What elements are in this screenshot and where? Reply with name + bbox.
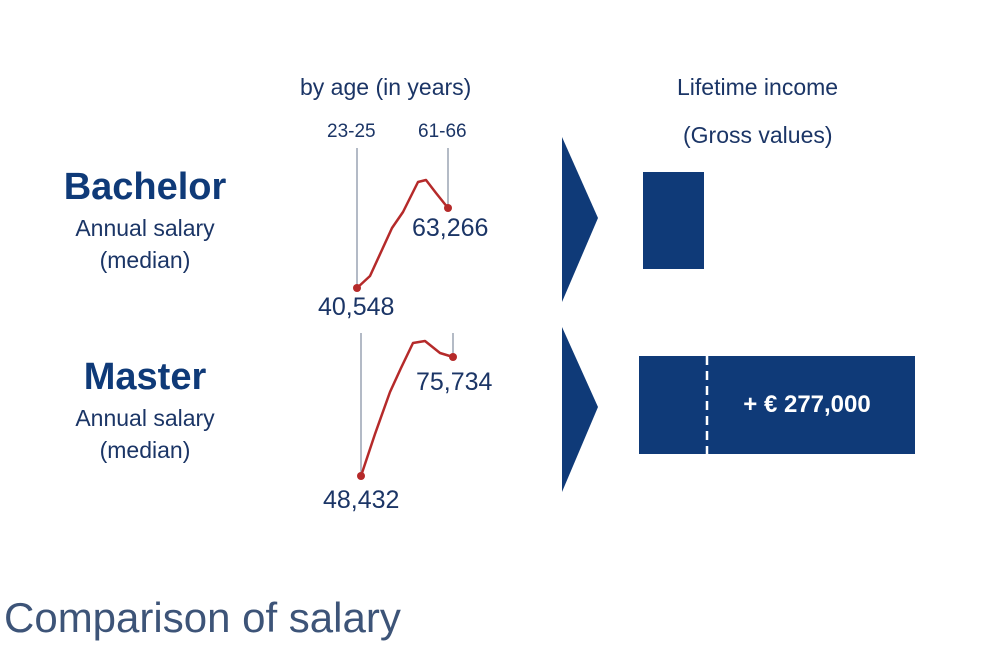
bachelor-start-salary-label: 40,548 bbox=[318, 293, 395, 321]
by-age-header: by age (in years) bbox=[300, 74, 472, 100]
lifetime-difference-label: + € 277,000 bbox=[743, 391, 870, 418]
master-arrow bbox=[562, 327, 598, 492]
bachelor-salary-curve bbox=[356, 178, 449, 289]
tick-label-start-age: 23-25 bbox=[327, 121, 376, 142]
bachelor-start-point bbox=[353, 284, 361, 292]
page-title: Comparison of salary bbox=[4, 594, 401, 641]
tick-label-end-age: 61-66 bbox=[418, 121, 467, 142]
bachelor-arrow bbox=[562, 137, 598, 302]
bachelor-subtitle-line1: Annual salary bbox=[75, 215, 215, 241]
master-salary-curve bbox=[359, 339, 454, 477]
master-subtitle-line1: Annual salary bbox=[75, 405, 215, 431]
master-end-point bbox=[449, 353, 457, 361]
bachelor-title: Bachelor bbox=[63, 166, 227, 208]
master-lifetime-bar bbox=[639, 356, 915, 454]
bachelor-end-point bbox=[444, 204, 452, 212]
master-start-point bbox=[357, 472, 365, 480]
master-start-salary-label: 48,432 bbox=[323, 486, 400, 514]
master-title: Master bbox=[83, 356, 207, 398]
master-subtitle-line2: (median) bbox=[99, 437, 191, 463]
master-end-salary-label: 75,734 bbox=[416, 368, 493, 396]
bachelor-end-salary-label: 63,266 bbox=[412, 214, 489, 242]
bachelor-subtitle-line2: (median) bbox=[99, 247, 191, 273]
lifetime-income-header: Lifetime income bbox=[677, 74, 839, 100]
bachelor-lifetime-bar bbox=[643, 172, 704, 269]
gross-values-header: (Gross values) bbox=[683, 122, 833, 148]
